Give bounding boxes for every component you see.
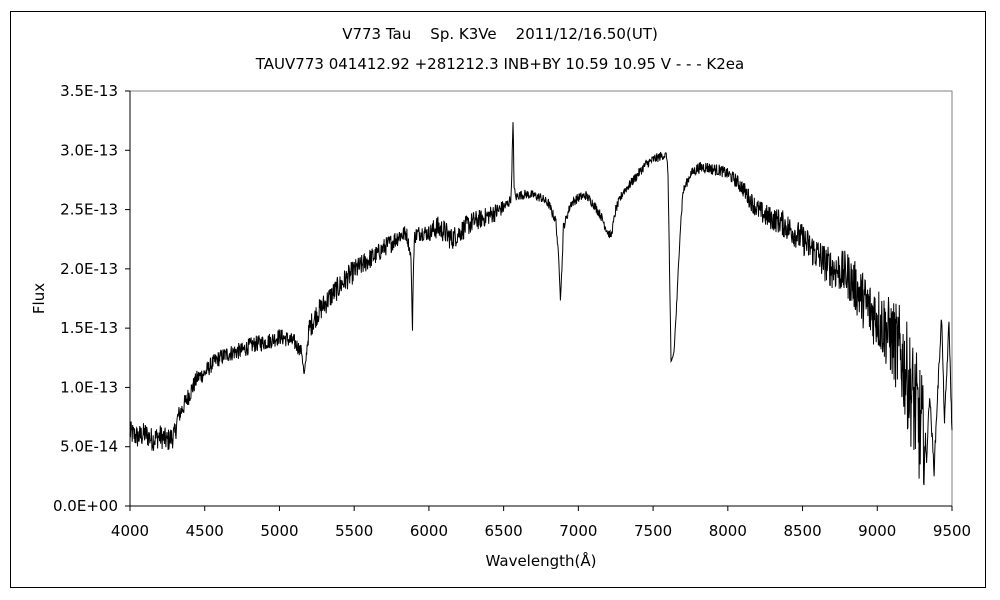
x-tick-label: 8500 xyxy=(783,522,821,540)
y-tick-label: 3.5E-13 xyxy=(60,82,118,100)
y-axis: 0.0E+00 5.0E-14 1.0E-13 1.5E-13 2.0E-13 2.5E-… xyxy=(53,82,952,515)
y-tick-label: 2.5E-13 xyxy=(60,201,118,219)
x-axis: 4000 4500 5000 5500 6000 6500 7000 7500 8000 8500… xyxy=(111,506,971,540)
spectrum-line xyxy=(129,122,953,486)
chart-subtitle: TAUV773 041412.92 +281212.3 INB+BY 10.59… xyxy=(255,55,745,73)
x-tick-label: 7500 xyxy=(634,522,672,540)
plot-area xyxy=(129,90,953,507)
y-tick-label: 1.5E-13 xyxy=(60,319,118,337)
x-tick-label: 9000 xyxy=(858,522,896,540)
y-tick-label: 1.0E-13 xyxy=(60,378,118,396)
x-tick-label: 6000 xyxy=(410,522,448,540)
x-tick-label: 9500 xyxy=(933,522,971,540)
x-tick-label: 8000 xyxy=(709,522,747,540)
x-tick-label: 6500 xyxy=(485,522,523,540)
y-axis-label: Flux xyxy=(30,283,48,314)
chart-title: V773 Tau Sp. K3Ve 2011/12/16.50(UT) xyxy=(342,25,658,43)
x-tick-label: 4000 xyxy=(111,522,149,540)
x-tick-label: 7000 xyxy=(559,522,597,540)
y-tick-label: 2.0E-13 xyxy=(60,260,118,278)
y-tick-label: 5.0E-14 xyxy=(60,438,118,456)
y-tick-label: 3.0E-13 xyxy=(60,141,118,159)
x-tick-label: 5000 xyxy=(260,522,298,540)
chart-frame xyxy=(10,11,986,588)
y-tick-label: 0.0E+00 xyxy=(53,497,118,515)
x-tick-label: 5500 xyxy=(335,522,373,540)
x-axis-label: Wavelength(Å) xyxy=(486,551,597,570)
x-tick-label: 4500 xyxy=(186,522,224,540)
